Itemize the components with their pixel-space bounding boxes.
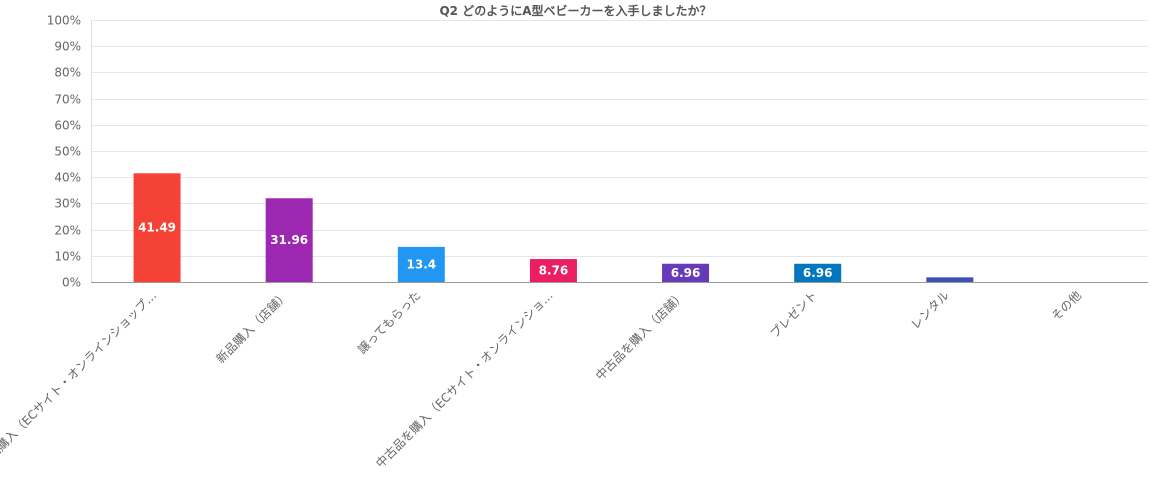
data-label: 31.96 xyxy=(270,233,308,247)
bar xyxy=(662,263,710,282)
bar xyxy=(265,198,313,282)
y-tick-label: 0% xyxy=(62,276,81,290)
y-tick-label: 50% xyxy=(54,145,81,159)
y-tick-label: 90% xyxy=(54,40,81,54)
x-tick-label: 譲ってもらった xyxy=(354,288,423,357)
y-axis: 0% 10% 20% 30% 40% 50% 60% 70% 80% 90% 100% xyxy=(47,14,92,290)
x-tick-label: その他 xyxy=(1049,288,1084,323)
data-label: 41.49 xyxy=(138,221,176,235)
x-axis: 新品購入（ECサイト・オンラインショップ… 新品購入（店舗） 譲ってもらった 中古品を… xyxy=(0,282,1148,471)
x-tick-label: 新品購入（店舗） xyxy=(213,288,291,366)
y-tick-label: 40% xyxy=(54,171,81,185)
bar xyxy=(133,173,181,282)
y-tick-label: 80% xyxy=(54,66,81,80)
data-label: 13.4 xyxy=(407,257,437,271)
y-tick-label: 70% xyxy=(54,93,81,107)
y-tick-label: 10% xyxy=(54,250,81,264)
x-tick-label: 中古品を購入（店舗） xyxy=(592,288,687,383)
data-label: 6.96 xyxy=(671,266,701,280)
bar xyxy=(529,259,577,282)
x-tick-label: レンタル xyxy=(908,288,952,332)
bar xyxy=(397,246,445,282)
y-tick-label: 100% xyxy=(47,14,81,28)
x-tick-label: 新品購入（ECサイト・オンラインショップ… xyxy=(0,288,159,471)
y-tick-label: 60% xyxy=(54,119,81,133)
x-tick-label: プレゼント xyxy=(767,288,819,340)
data-label: 8.76 xyxy=(539,264,569,278)
bar xyxy=(794,263,842,282)
y-tick-label: 30% xyxy=(54,197,81,211)
gridlines xyxy=(91,20,1148,257)
bars: 41.49 31.96 13.4 8.76 6.96 6.96 xyxy=(133,173,974,282)
data-label: 6.96 xyxy=(803,266,833,280)
y-tick-label: 20% xyxy=(54,224,81,238)
chart-title: Q2 どのようにA型ベビーカーを入手しましたか？ xyxy=(439,4,712,18)
bar xyxy=(926,277,974,282)
